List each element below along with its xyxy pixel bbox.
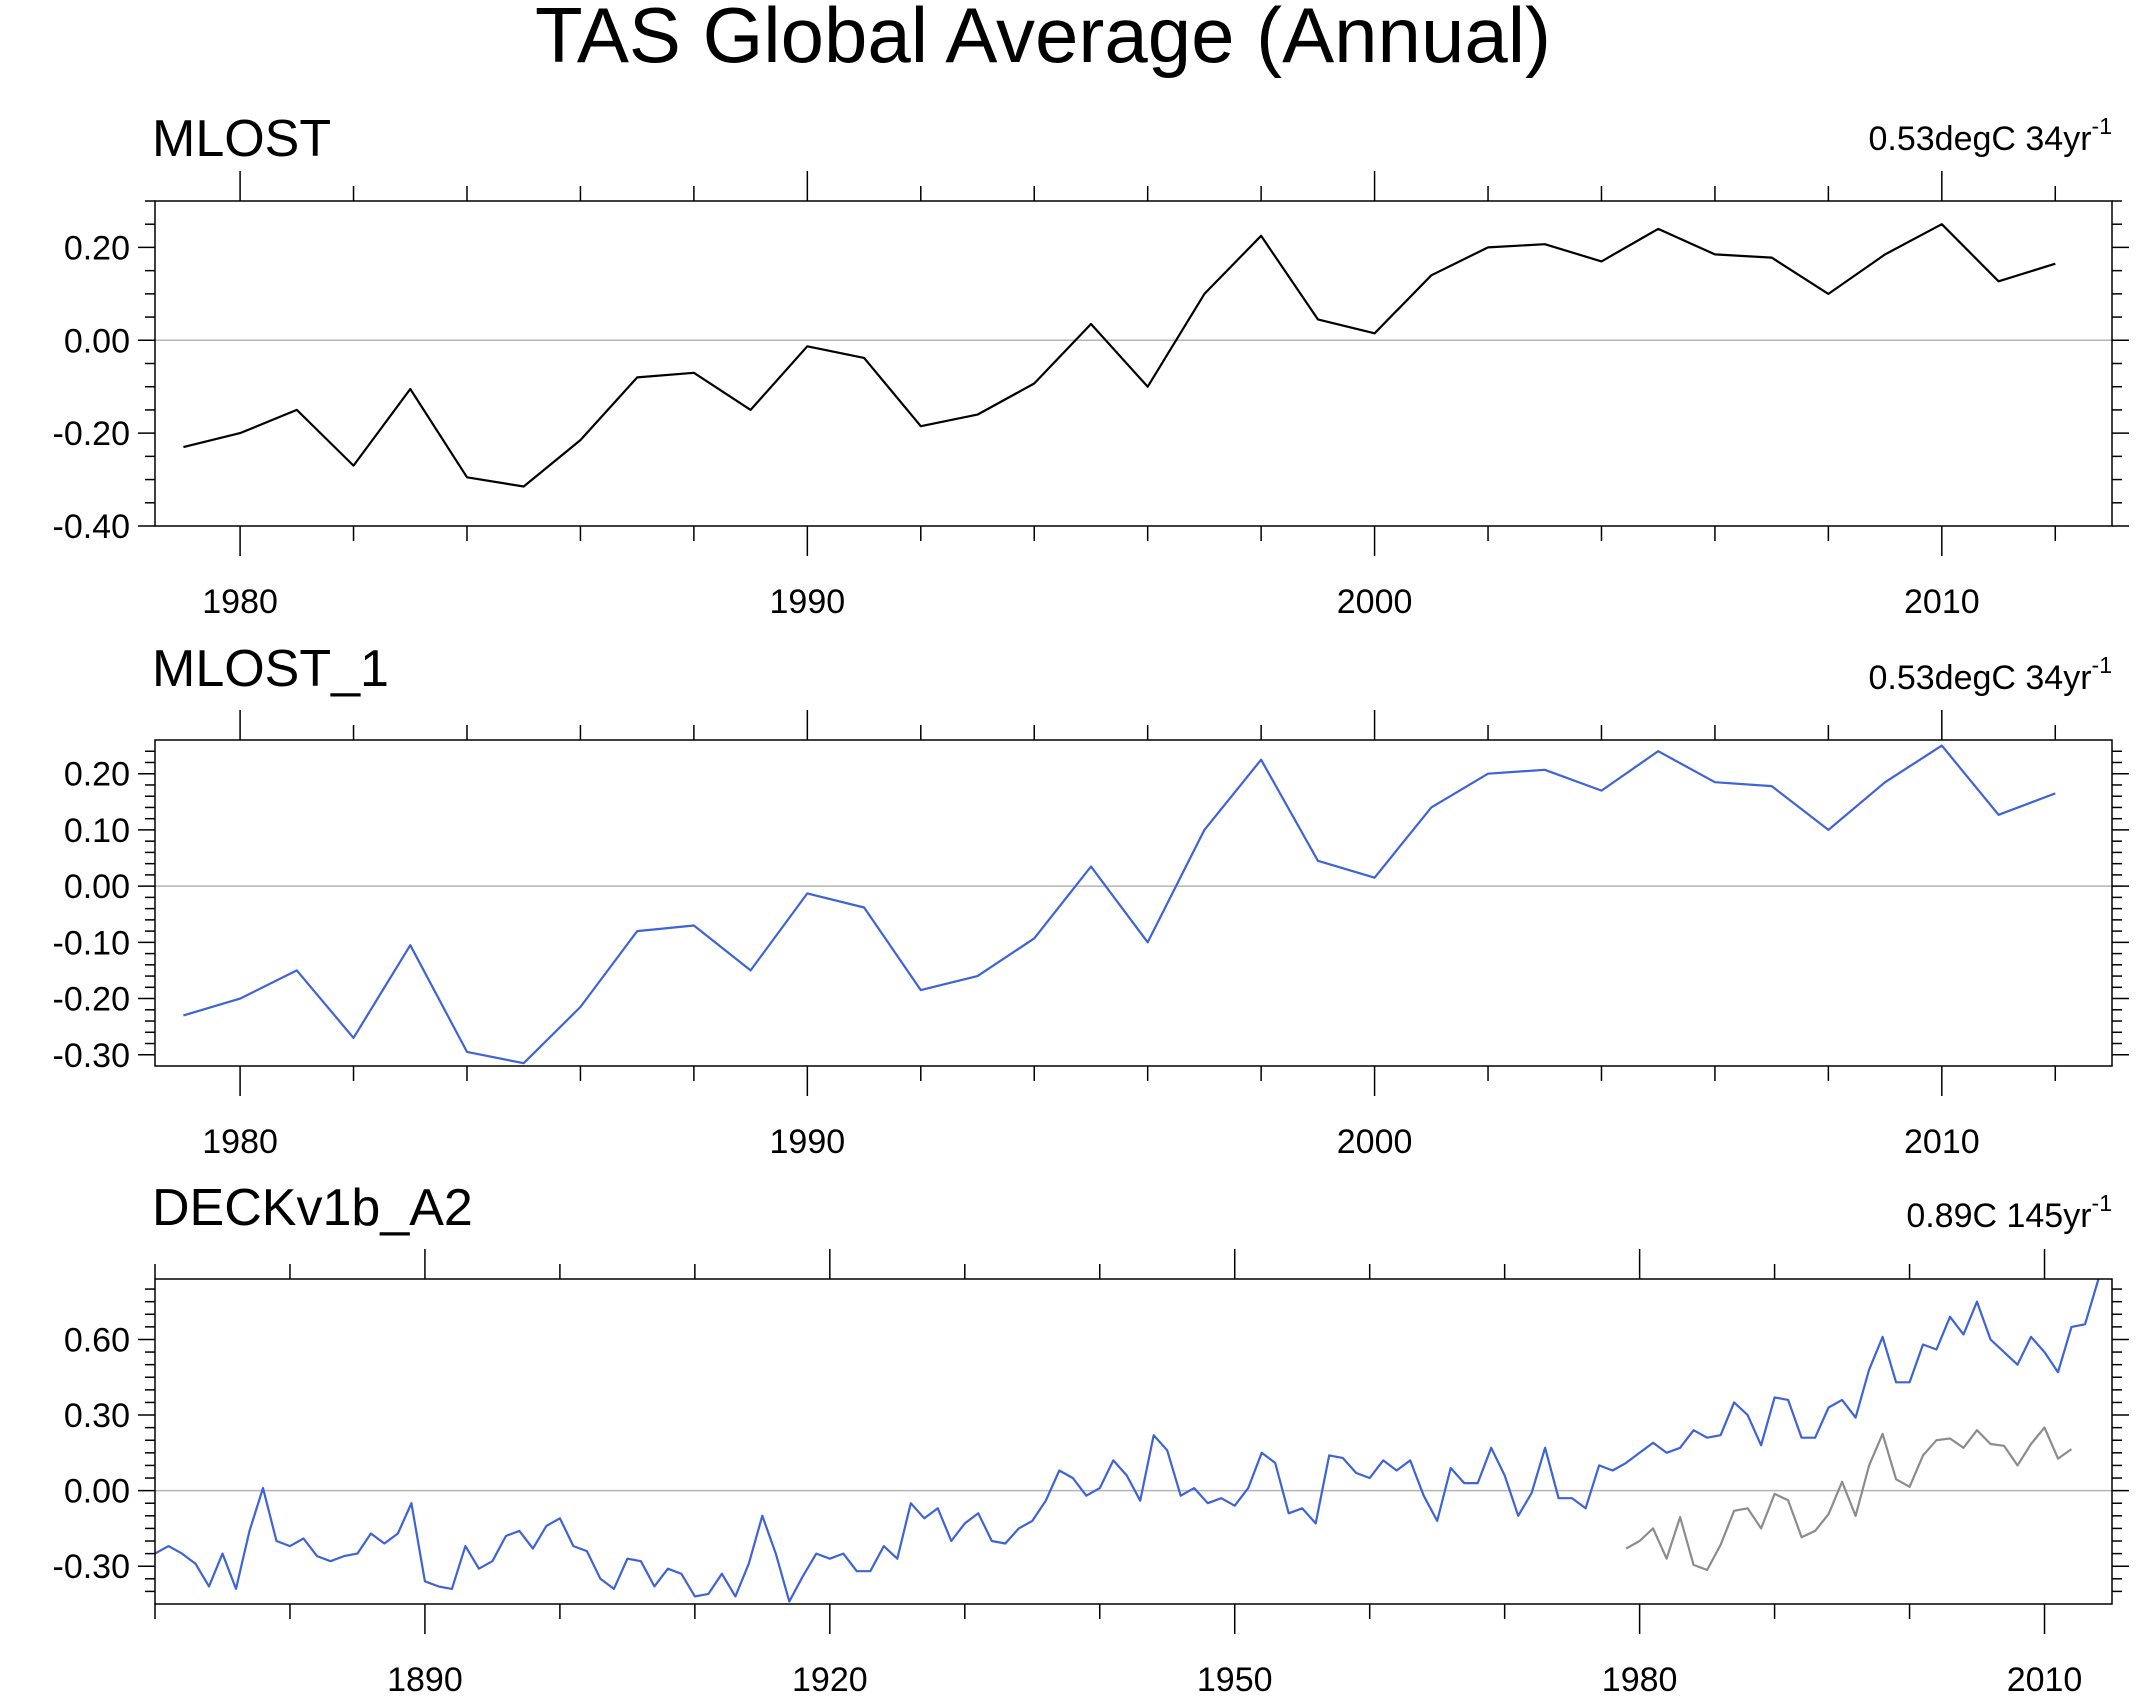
- panel-trend: 0.53degC 34yr-1: [1869, 652, 2113, 697]
- x-tick-label: 1980: [202, 1123, 278, 1161]
- panel-mlost-1: MLOST_1 0.53degC 34yr-1 1980 1990 2000 2010…: [53, 640, 2129, 1161]
- figure-title: TAS Global Average (Annual): [535, 0, 1551, 79]
- y-tick-label: 0.10: [64, 812, 130, 850]
- y-tick-label: 0.00: [64, 868, 130, 906]
- series-line-0: [183, 223, 2056, 488]
- plot-frame: [154, 1278, 2113, 1605]
- panel-trend-value: 0.89C 145yr: [1906, 1197, 2091, 1235]
- x-tick-label: 1920: [792, 1661, 868, 1699]
- panel-trend: 0.89C 145yr-1: [1906, 1190, 2112, 1235]
- series-line-0: [183, 744, 2056, 1065]
- y-tick-label: 0.00: [64, 1473, 130, 1511]
- x-tick-label: 2010: [1904, 1123, 1980, 1161]
- y-tick-label: -0.10: [53, 924, 131, 962]
- x-tick-label: 1990: [770, 1123, 846, 1161]
- y-tick-label: 0.00: [64, 322, 130, 360]
- x-tick-label: 2010: [1904, 583, 1980, 621]
- x-tick-label: 1980: [202, 583, 278, 621]
- y-tick-label: 0.20: [64, 229, 130, 267]
- plot-area: 1890 1920 1950 1980 2010 -0.30 0.00 0.30 0.60: [53, 1249, 2129, 1699]
- panel-trend-value: 0.53degC 34yr: [1869, 120, 2092, 158]
- x-tick-label: 2010: [2007, 1661, 2083, 1699]
- y-tick-label: 0.60: [64, 1321, 130, 1359]
- x-tick-label: 2000: [1337, 583, 1413, 621]
- panel-trend-exponent: -1: [2092, 652, 2112, 678]
- panel-title: MLOST_1: [152, 640, 389, 698]
- panel-trend: 0.53degC 34yr-1: [1869, 113, 2113, 158]
- x-tick-label: 1980: [1602, 1661, 1678, 1699]
- plot-area: 1980 1990 2000 2010 -0.30 -0.20 -0.10 0.00 0.10 0…: [53, 710, 2129, 1161]
- panel-deckv1b-a2: DECKv1b_A2 0.89C 145yr-1 1890 1920 1950 198…: [53, 1179, 2129, 1699]
- panel-title: DECKv1b_A2: [152, 1179, 473, 1237]
- series-line-1: [1625, 1426, 2073, 1572]
- x-tick-label: 1990: [770, 583, 846, 621]
- y-tick-label: 0.30: [64, 1397, 130, 1435]
- panel-trend-value: 0.53degC 34yr: [1869, 659, 2092, 697]
- plot-area: 1980 1990 2000 2010 -0.40 -0.20 0.00 0.20: [53, 171, 2129, 621]
- y-tick-label: -0.20: [53, 415, 131, 453]
- plot-frame: [154, 739, 2113, 1067]
- plot-frame: [154, 200, 2113, 527]
- panel-mlost: MLOST 0.53degC 34yr-1 1980 1990 2000 2010 -0…: [53, 110, 2129, 621]
- panel-trend-exponent: -1: [2092, 113, 2112, 139]
- y-tick-label: -0.40: [53, 508, 131, 546]
- y-tick-label: -0.30: [53, 1548, 131, 1586]
- panel-trend-exponent: -1: [2092, 1190, 2112, 1216]
- x-tick-label: 1890: [387, 1661, 463, 1699]
- y-tick-label: 0.20: [64, 756, 130, 794]
- series-line-0: [154, 1278, 2100, 1603]
- y-tick-label: -0.30: [53, 1037, 131, 1075]
- y-tick-label: -0.20: [53, 981, 131, 1019]
- x-tick-label: 2000: [1337, 1123, 1413, 1161]
- x-tick-label: 1950: [1197, 1661, 1273, 1699]
- panel-title: MLOST: [152, 110, 331, 168]
